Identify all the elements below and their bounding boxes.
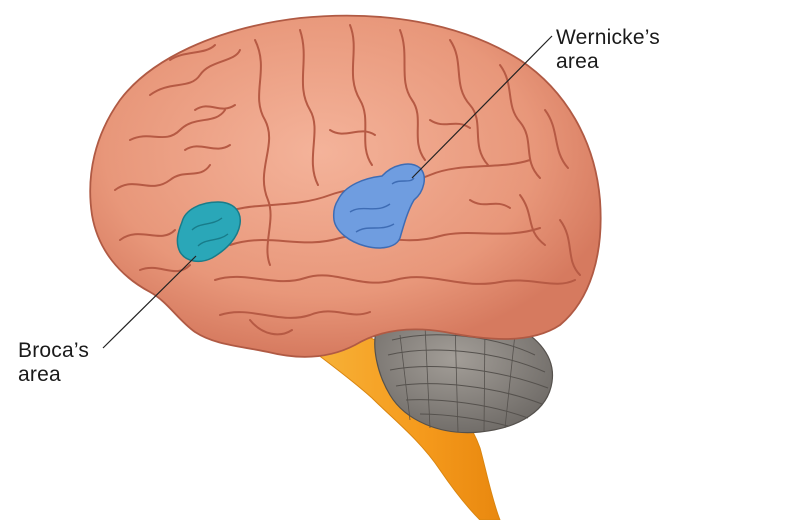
broca-leader-line: [102, 255, 197, 349]
wernicke-label-line2: area: [556, 50, 599, 73]
broca-area: [176, 201, 241, 263]
wernicke-label-line1: Wernicke’s: [556, 26, 660, 49]
wernicke-label: Wernicke’s area: [556, 26, 660, 74]
broca-label: Broca’s area: [18, 339, 89, 387]
cerebral-cortex: [89, 14, 602, 358]
broca-label-line1: Broca’s: [18, 339, 90, 362]
wernicke-leader-line: [411, 35, 553, 179]
cerebellum: [374, 308, 554, 434]
wernicke-area: [332, 163, 426, 249]
broca-label-line2: area: [18, 363, 61, 386]
